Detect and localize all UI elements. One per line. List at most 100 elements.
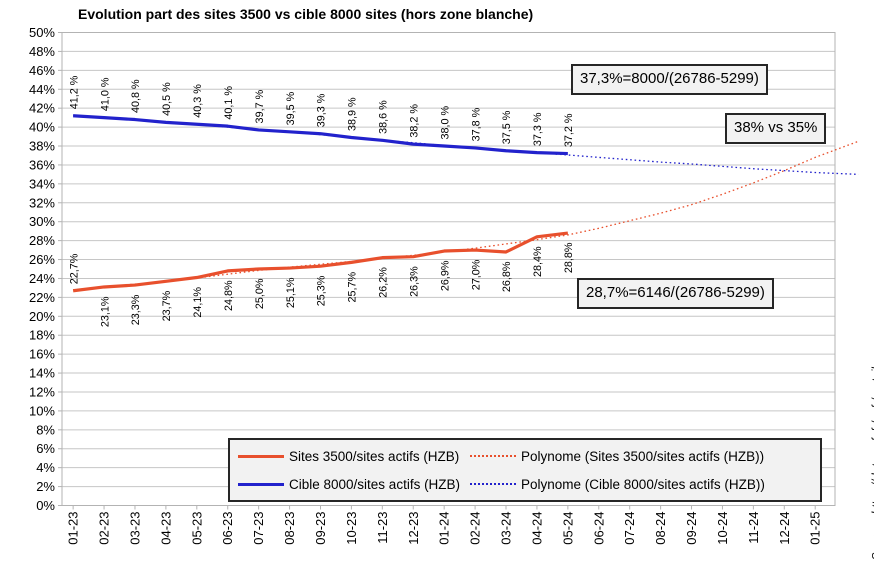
x-axis-label: 05-24 — [560, 512, 575, 545]
data-label: 28,8% — [563, 242, 575, 273]
x-axis-label: 06-23 — [220, 512, 235, 545]
y-axis-label: 40% — [29, 120, 55, 135]
data-label: 26,3% — [408, 266, 420, 297]
x-axis-label: 06-24 — [591, 512, 606, 545]
y-axis-label: 30% — [29, 214, 55, 229]
y-axis-label: 34% — [29, 176, 55, 191]
data-label: 23,7% — [161, 290, 173, 321]
data-label: 40,3 % — [192, 84, 204, 118]
annotation-target-formula: 37,3%=8000/(26786-5299) — [571, 64, 768, 95]
data-label: 40,5 % — [161, 82, 173, 116]
x-axis-label: 11-23 — [375, 512, 390, 544]
data-label: 37,3 % — [532, 112, 544, 146]
annotation-projection-comparison: 38% vs 35% — [725, 113, 827, 144]
y-axis-label: 44% — [29, 82, 55, 97]
x-axis-label: 10-23 — [344, 512, 359, 545]
y-axis-label: 2% — [36, 479, 55, 494]
legend-swatch-dotted-orange — [470, 455, 516, 457]
x-axis-label: 10-24 — [715, 512, 730, 545]
series-line — [73, 114, 568, 156]
y-axis-label: 0% — [36, 498, 55, 513]
y-axis-label: 18% — [29, 328, 55, 343]
legend-item-cible-8000: Cible 8000/sites actifs (HZB) — [238, 477, 470, 492]
x-axis-label: 09-23 — [313, 512, 328, 545]
legend-item-polynome-cible-8000: Polynome (Cible 8000/sites actifs (HZB)) — [470, 477, 820, 492]
data-label: 38,9 % — [347, 97, 359, 131]
data-label: 38,2 % — [408, 104, 420, 138]
y-axis-label: 42% — [29, 101, 55, 116]
y-axis-label: 22% — [29, 290, 55, 305]
x-axis-label: 08-23 — [282, 512, 297, 545]
data-label: 26,2% — [378, 267, 390, 298]
data-label: 28,4% — [532, 246, 544, 277]
x-axis-label: 07-24 — [622, 512, 637, 545]
trend-line — [73, 140, 859, 291]
x-axis-label: 01-23 — [66, 512, 81, 545]
y-axis-label: 24% — [29, 271, 55, 286]
data-label: 39,3 % — [316, 93, 328, 127]
y-axis-label: 12% — [29, 384, 55, 399]
x-axis-label: 03-24 — [499, 512, 514, 545]
x-axis-label: 07-23 — [251, 512, 266, 545]
data-label: 37,2 % — [563, 113, 575, 147]
legend-item-polynome-sites-3500: Polynome (Sites 3500/sites actifs (HZB)) — [470, 449, 820, 464]
x-axis-label: 01-24 — [437, 512, 452, 545]
data-label: 23,1% — [99, 296, 111, 327]
data-label: 41,0 % — [99, 77, 111, 111]
y-axis-label: 48% — [29, 44, 55, 59]
data-label: 26,9% — [439, 260, 451, 291]
data-label: 38,0 % — [439, 106, 451, 140]
chart-title: Evolution part des sites 3500 vs cible 8… — [78, 6, 534, 22]
x-axis-label: 12-24 — [777, 512, 792, 545]
data-label: 37,5 % — [501, 110, 513, 144]
y-axis-label: 14% — [29, 366, 55, 381]
y-axis-label: 26% — [29, 252, 55, 267]
data-label: 37,8 % — [470, 107, 482, 141]
data-label: 24,8% — [223, 280, 235, 311]
x-axis-label: 05-23 — [189, 512, 204, 545]
legend-swatch-solid-blue — [238, 482, 284, 486]
x-axis-label: 02-24 — [468, 512, 483, 545]
x-axis-label: 04-24 — [529, 512, 544, 545]
y-axis-label: 46% — [29, 63, 55, 78]
data-label: 38,6 % — [378, 100, 390, 134]
chart-legend: Sites 3500/sites actifs (HZB) Polynome (… — [228, 438, 822, 502]
y-axis-label: 32% — [29, 195, 55, 210]
data-label: 24,1% — [192, 287, 204, 318]
y-axis-label: 8% — [36, 422, 55, 437]
data-label: 25,0% — [254, 278, 266, 309]
data-label: 27,0% — [470, 259, 482, 290]
data-label: 26,8% — [501, 261, 513, 292]
x-axis-label: 12-23 — [406, 512, 421, 545]
data-label: 39,5 % — [285, 91, 297, 125]
y-axis-label: 10% — [29, 403, 55, 418]
data-label: 25,1% — [285, 277, 297, 308]
y-axis-label: 38% — [29, 139, 55, 154]
x-axis-label: 03-23 — [127, 512, 142, 545]
data-label: 25,7% — [347, 271, 359, 302]
legend-label: Cible 8000/sites actifs (HZB) — [289, 476, 461, 492]
y-axis-label: 50% — [29, 25, 55, 40]
data-label: 40,1 % — [223, 86, 235, 120]
data-label: 41,2 % — [68, 75, 80, 109]
x-axis-label: 04-23 — [158, 512, 173, 545]
data-label: 40,8 % — [130, 79, 142, 113]
y-axis-label: 4% — [36, 460, 55, 475]
y-axis-label: 16% — [29, 347, 55, 362]
y-axis-label: 20% — [29, 309, 55, 324]
legend-item-sites-3500: Sites 3500/sites actifs (HZB) — [238, 449, 470, 464]
legend-label: Sites 3500/sites actifs (HZB) — [289, 448, 460, 464]
plot-border — [61, 32, 836, 506]
data-label: 23,3% — [130, 294, 142, 325]
annotation-current-formula: 28,7%=6146/(26786-5299) — [577, 278, 774, 309]
legend-swatch-dotted-blue — [470, 483, 516, 485]
y-axis-label: 28% — [29, 233, 55, 248]
x-axis-label: 01-25 — [808, 512, 823, 545]
legend-label: Polynome (Cible 8000/sites actifs (HZB)) — [521, 476, 765, 492]
data-label: 25,3% — [316, 275, 328, 306]
x-axis-label: 08-24 — [653, 512, 668, 545]
series-line — [72, 231, 569, 293]
legend-swatch-solid-orange — [238, 454, 284, 458]
